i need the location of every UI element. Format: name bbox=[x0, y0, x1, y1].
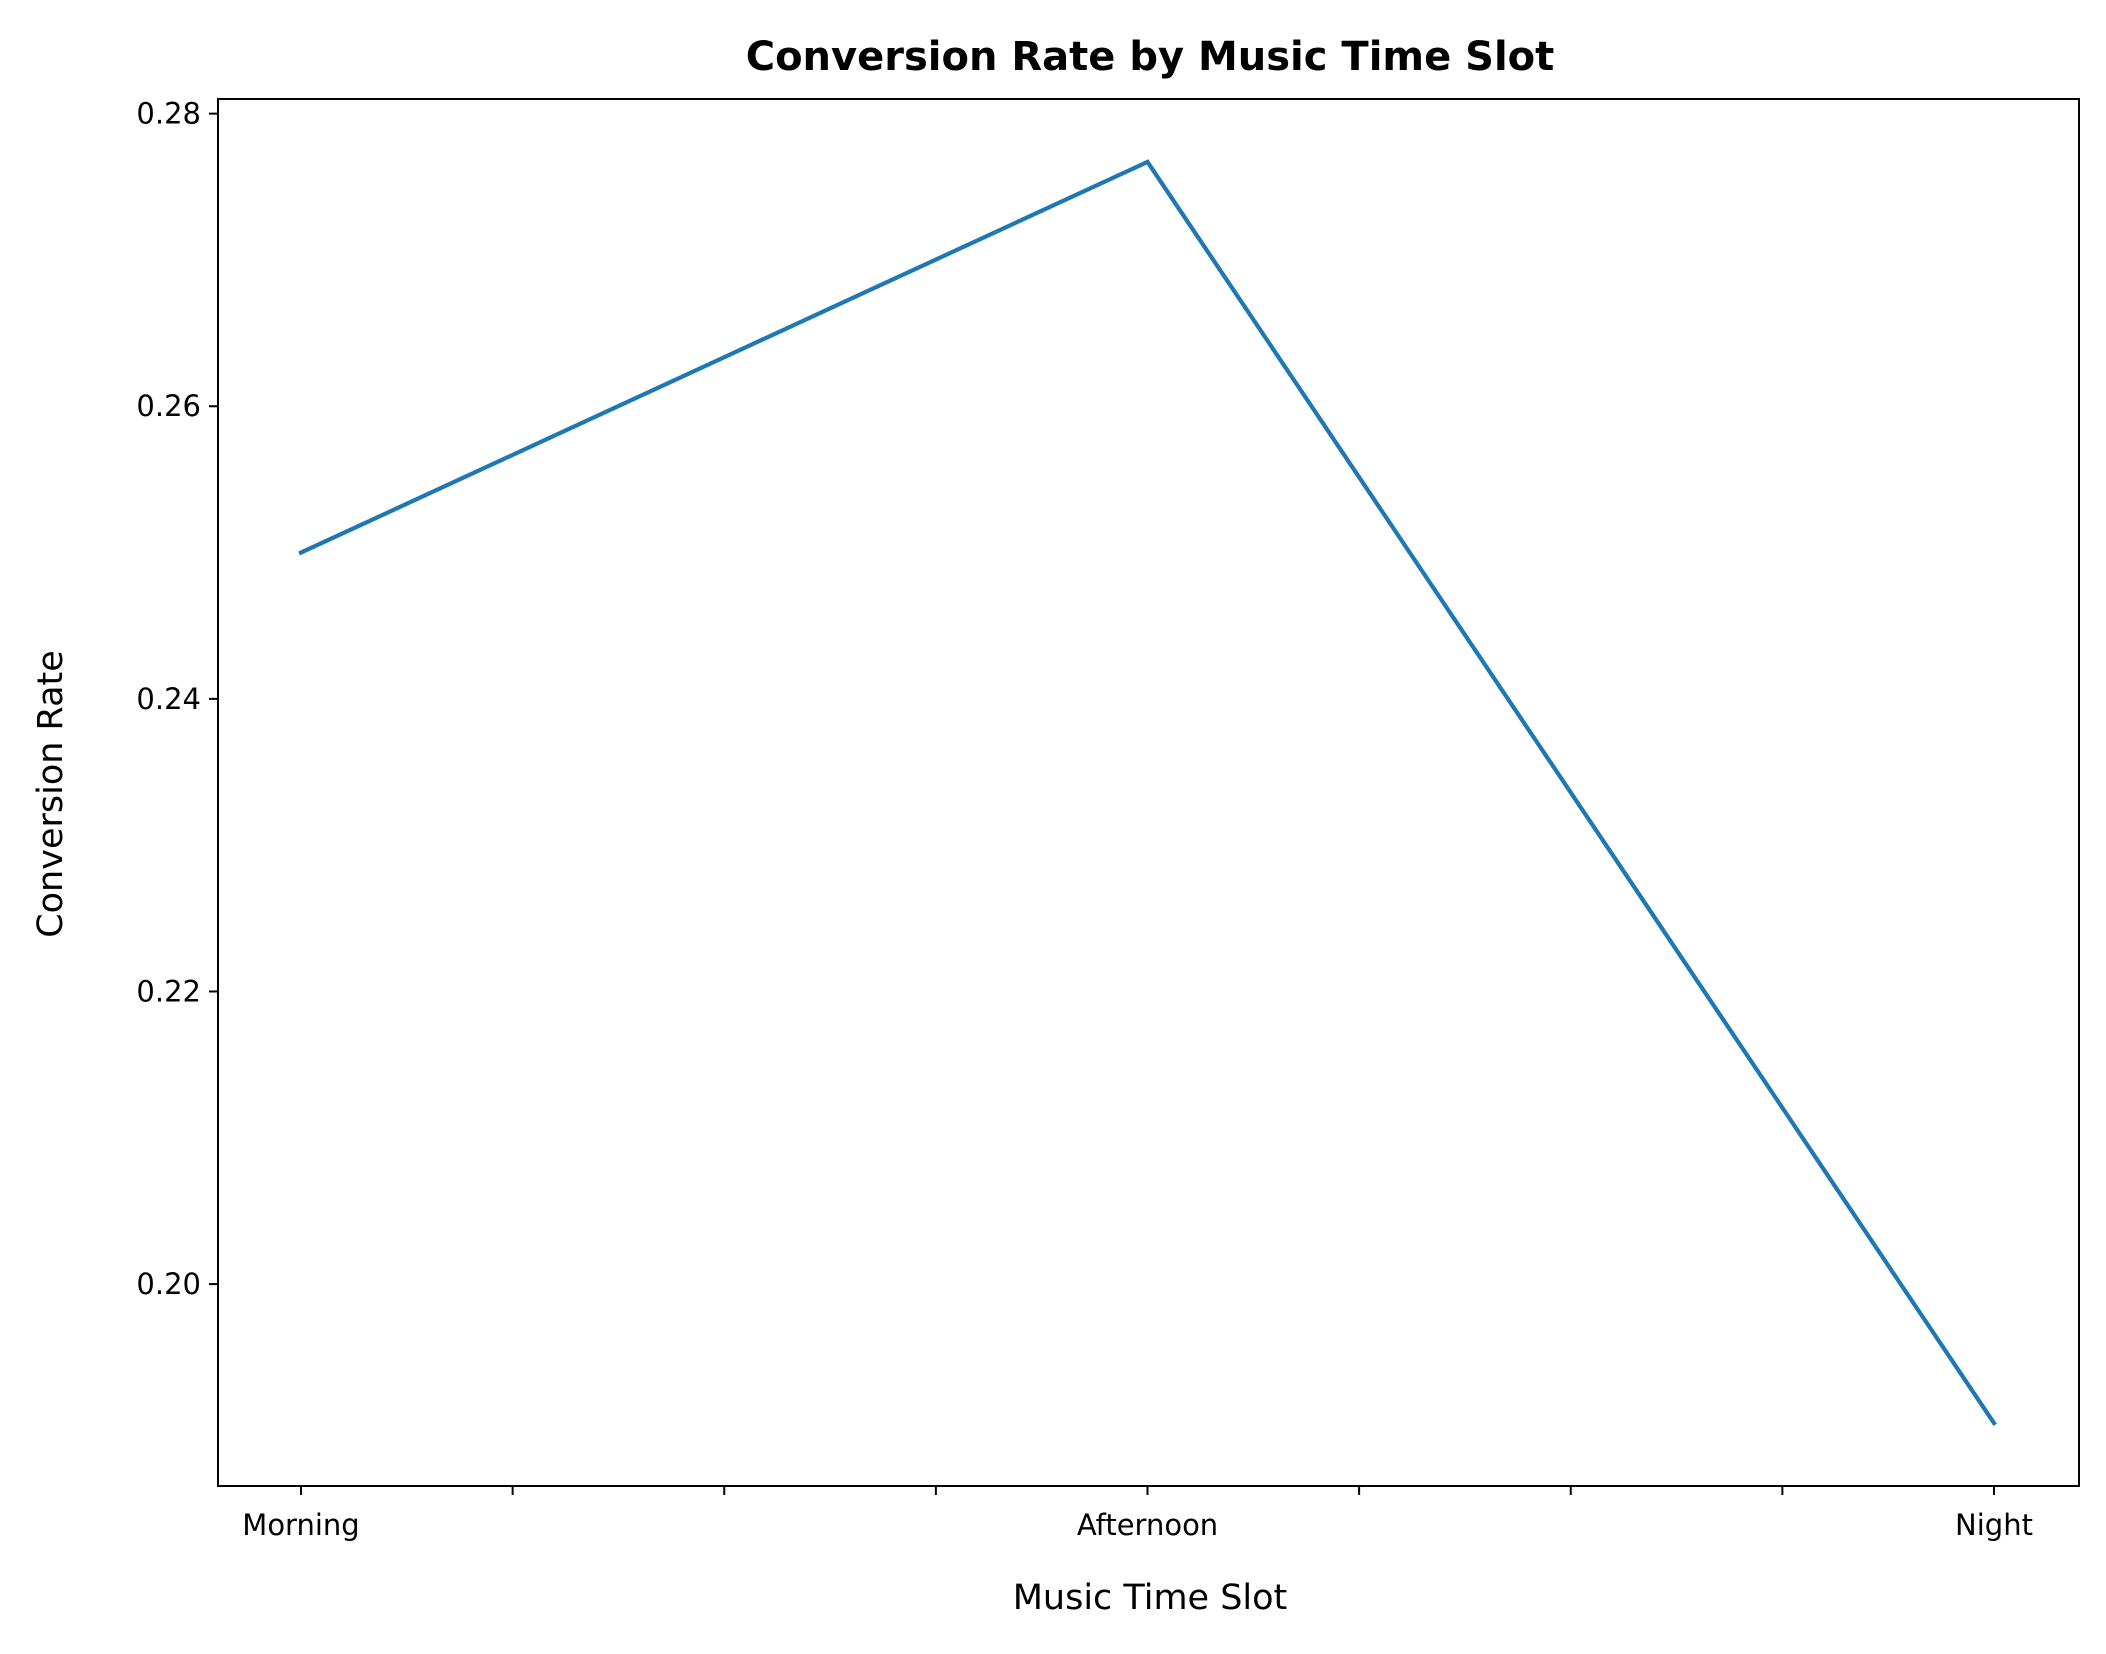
chart-title: Conversion Rate by Music Time Slot bbox=[746, 34, 1555, 80]
x-tick-label: Night bbox=[1955, 1508, 2033, 1542]
y-tick-label: 0.26 bbox=[136, 389, 201, 423]
x-tick-label: Morning bbox=[242, 1508, 359, 1542]
x-axis-label: Music Time Slot bbox=[1013, 1578, 1288, 1618]
x-tick-label: Afternoon bbox=[1077, 1508, 1218, 1542]
y-tick-label: 0.22 bbox=[136, 974, 201, 1008]
y-axis-label: Conversion Rate bbox=[31, 650, 71, 938]
y-tick-label: 0.24 bbox=[136, 682, 201, 716]
y-tick-label: 0.20 bbox=[136, 1267, 201, 1301]
y-tick-label: 0.28 bbox=[136, 97, 201, 131]
